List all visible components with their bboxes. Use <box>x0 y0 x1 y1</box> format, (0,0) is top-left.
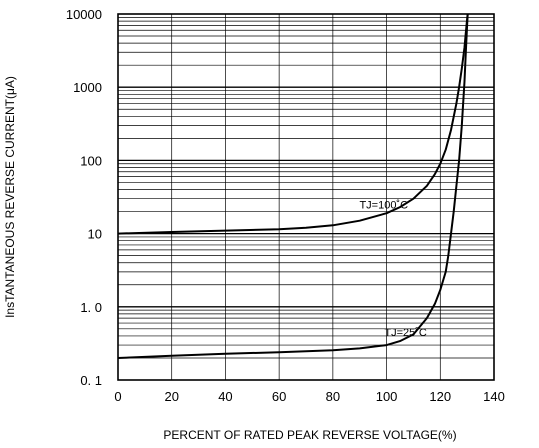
y-tick-label: 0. 1 <box>80 373 102 388</box>
x-tick-label: 100 <box>376 389 398 404</box>
y-tick-label: 10 <box>88 227 102 242</box>
x-tick-label: 80 <box>326 389 340 404</box>
x-tick-label: 120 <box>429 389 451 404</box>
y-tick-label: 1. 0 <box>80 300 102 315</box>
grid <box>118 14 494 380</box>
x-tick-label: 40 <box>218 389 232 404</box>
y-axis-title: InsTANTANEOUS REVERSE CURRENT(μA) <box>3 76 17 318</box>
x-axis-title: PERCENT OF RATED PEAK REVERSE VOLTAGE(%) <box>163 428 456 442</box>
series-line-2 <box>117 13 469 359</box>
x-tick-label: 20 <box>164 389 178 404</box>
x-tick-label: 140 <box>483 389 505 404</box>
x-tick-labels: 0 20 40 60 80 100 120 140 <box>114 389 504 404</box>
y-tick-label: 100 <box>80 153 102 168</box>
curve-label: TJ=25˚C <box>384 327 427 339</box>
y-tick-label: 10000 <box>66 7 102 22</box>
series-group <box>117 13 469 359</box>
y-tick-label: 1000 <box>73 80 102 95</box>
y-tick-labels: 0. 1 1. 0 10 100 1000 10000 <box>66 7 102 388</box>
annotation-group: TJ=100˚C TJ=25˚C <box>359 199 426 339</box>
curve-label: TJ=100˚C <box>359 199 408 211</box>
x-tick-label: 0 <box>114 389 121 404</box>
plot-frame <box>117 13 495 381</box>
x-tick-label: 60 <box>272 389 286 404</box>
series-line-1 <box>117 13 469 235</box>
